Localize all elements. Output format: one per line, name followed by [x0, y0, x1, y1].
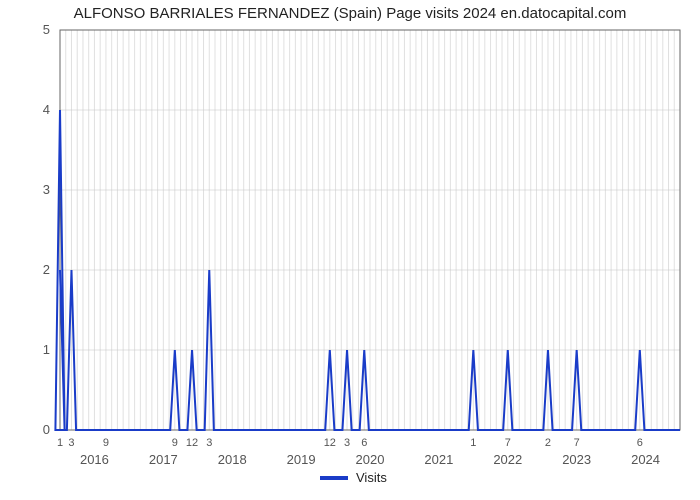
svg-text:2022: 2022 — [493, 452, 522, 467]
svg-text:2017: 2017 — [149, 452, 178, 467]
svg-text:2016: 2016 — [80, 452, 109, 467]
svg-text:3: 3 — [344, 437, 350, 449]
svg-text:9: 9 — [103, 437, 109, 449]
svg-text:5: 5 — [43, 22, 50, 37]
svg-text:3: 3 — [206, 437, 212, 449]
svg-text:2018: 2018 — [218, 452, 247, 467]
svg-text:0: 0 — [43, 422, 50, 437]
y-axis-ticks: 0 1 2 3 4 5 — [43, 22, 50, 437]
svg-text:2021: 2021 — [424, 452, 453, 467]
svg-text:1: 1 — [470, 437, 476, 449]
x-axis-minor-ticks: 9139123123617276 — [57, 437, 643, 449]
svg-text:2024: 2024 — [631, 452, 660, 467]
svg-text:2: 2 — [43, 262, 50, 277]
svg-text:3: 3 — [43, 182, 50, 197]
grid — [60, 30, 680, 430]
svg-text:6: 6 — [361, 437, 367, 449]
svg-text:12: 12 — [324, 437, 336, 449]
svg-text:7: 7 — [574, 437, 580, 449]
svg-text:9: 9 — [172, 437, 178, 449]
svg-text:1: 1 — [57, 437, 63, 449]
svg-text:2020: 2020 — [356, 452, 385, 467]
svg-text:1: 1 — [43, 342, 50, 357]
legend: Visits — [320, 470, 387, 485]
x-axis-ticks: 2016 2017 2018 2019 2020 2021 2022 2023 2024 — [80, 452, 660, 467]
legend-label: Visits — [356, 470, 387, 485]
svg-text:4: 4 — [43, 102, 50, 117]
svg-text:3: 3 — [68, 437, 74, 449]
chart-title: ALFONSO BARRIALES FERNANDEZ (Spain) Page… — [74, 5, 627, 22]
svg-text:2023: 2023 — [562, 452, 591, 467]
svg-text:2: 2 — [545, 437, 551, 449]
legend-swatch — [320, 476, 348, 480]
visits-chart: ALFONSO BARRIALES FERNANDEZ (Spain) Page… — [0, 0, 700, 500]
svg-text:2019: 2019 — [287, 452, 316, 467]
svg-text:12: 12 — [186, 437, 198, 449]
svg-text:7: 7 — [505, 437, 511, 449]
svg-text:6: 6 — [637, 437, 643, 449]
